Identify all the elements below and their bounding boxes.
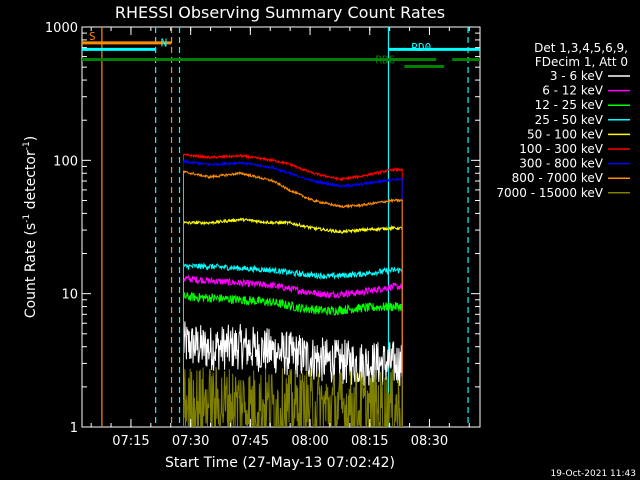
y-label-end: ) (23, 136, 39, 141)
legend-entry-6: 300 - 800 keV (519, 157, 603, 171)
legend: Det 1,3,4,5,6,9, FDecim 1, Att 0 3 - 6 k… (496, 41, 630, 200)
legend-entry-1: 6 - 12 keV (542, 84, 604, 98)
y-tick-label-0: 1 (70, 421, 78, 436)
y-axis: 1 10 100 1000 (45, 21, 480, 436)
x-tick-label-1: 07:30 (172, 434, 209, 449)
series-line-2 (183, 291, 403, 427)
flag-label-3: RD0 (411, 41, 431, 54)
y-label-sup1: -1 (22, 214, 32, 223)
series-line-1 (183, 274, 403, 427)
y-label-mid: detector (23, 150, 39, 214)
legend-entry-7: 800 - 7000 keV (512, 171, 604, 185)
legend-entry-2: 12 - 25 keV (535, 98, 604, 112)
series-line-0 (183, 321, 403, 427)
chart-title: RHESSI Observing Summary Count Rates (115, 3, 445, 22)
x-tick-label-0: 07:15 (112, 434, 149, 449)
footer-date: 19-Oct-2021 11:43 (551, 469, 636, 479)
flag-label-1: N (161, 36, 168, 49)
x-tick-label-4: 08:15 (351, 434, 388, 449)
y-axis-label: Count Rate (s-1 detector-1) (22, 136, 39, 318)
legend-header-line1: Det 1,3,4,5,6,9, (534, 41, 628, 55)
x-tick-label-5: 08:30 (411, 434, 448, 449)
legend-header-line2: FDecim 1, Att 0 (535, 55, 628, 69)
legend-entry-5: 100 - 300 keV (519, 142, 603, 156)
series-line-3 (183, 262, 403, 427)
series-layer (183, 153, 403, 427)
legend-entry-0: 3 - 6 keV (550, 69, 604, 83)
series-line-8 (183, 367, 403, 427)
x-axis-label: Start Time (27-May-13 07:02:42) (165, 455, 395, 471)
flag-bars: S N RD0 RD6 (82, 30, 480, 69)
x-tick-label-2: 07:45 (232, 434, 269, 449)
series-line-6 (183, 159, 403, 427)
flag-label-6: RD6 (376, 54, 396, 67)
y-tick-label-3: 1000 (45, 21, 78, 36)
series-line-4 (183, 217, 403, 427)
series-line-7 (183, 169, 403, 427)
x-axis: 07:15 07:30 07:45 08:00 08:15 08:30 (90, 27, 470, 449)
series-line-5 (183, 153, 403, 427)
legend-entry-3: 25 - 50 keV (535, 113, 604, 127)
plot-frame (81, 26, 481, 428)
y-tick-label-1: 10 (61, 288, 78, 303)
legend-entry-8: 7000 - 15000 keV (496, 186, 603, 200)
y-tick-label-2: 100 (53, 154, 78, 169)
legend-entry-4: 50 - 100 keV (527, 127, 604, 141)
flag-label-0: S (89, 30, 96, 43)
x-tick-label-3: 08:00 (291, 434, 328, 449)
y-label-main: Count Rate (s (23, 223, 39, 318)
y-label-sup2: -1 (22, 141, 32, 150)
